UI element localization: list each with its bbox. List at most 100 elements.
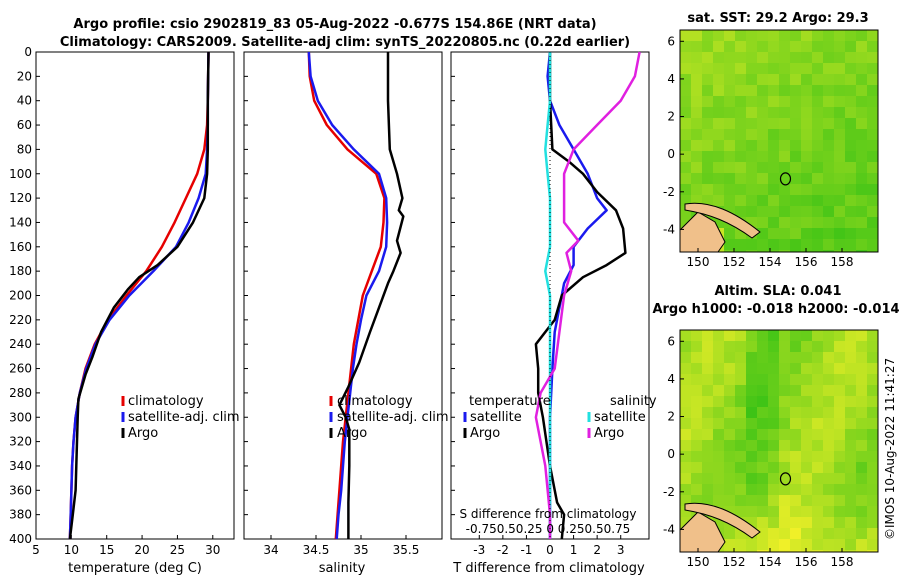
map-cell <box>823 528 834 539</box>
map-cell <box>856 206 867 217</box>
map-cell <box>680 451 691 462</box>
map-cell <box>823 539 834 550</box>
y-tick-label: 4 <box>667 372 675 386</box>
map-cell <box>713 63 724 74</box>
map-cell <box>856 462 867 473</box>
map-cell <box>713 341 724 352</box>
y-tick-label: 0 <box>667 447 675 461</box>
map-cell <box>713 195 724 206</box>
map-cell <box>790 250 801 252</box>
map-cell <box>790 41 801 52</box>
legend-s-argo: Argo <box>594 426 624 441</box>
y-tick-label: 80 <box>17 142 32 156</box>
y-tick-label: 0 <box>24 45 32 59</box>
map-cell <box>867 451 878 462</box>
map-cell <box>823 30 834 41</box>
map-cell <box>724 473 735 484</box>
map-cell <box>779 195 790 206</box>
sla-map-title-line2: Argo h1000: -0.018 h2000: -0.014 <box>652 302 899 317</box>
sla-map: 150 152 154 156 158 6 4 2 0 -2 -4 <box>663 329 879 569</box>
map-cell <box>724 539 735 550</box>
map-cell <box>768 528 779 539</box>
map-cell <box>779 517 790 528</box>
map-cell <box>724 418 735 429</box>
map-cell <box>713 151 724 162</box>
map-cell <box>691 173 702 184</box>
map-cell <box>724 151 735 162</box>
map-cell <box>735 330 746 341</box>
map-cell <box>691 407 702 418</box>
map-cell <box>757 451 768 462</box>
map-cell <box>779 451 790 462</box>
map-cell <box>823 429 834 440</box>
map-cell <box>823 206 834 217</box>
map-cell <box>735 418 746 429</box>
x-tick-label: 154 <box>759 255 782 269</box>
x-tick-label: 152 <box>723 555 746 569</box>
map-cell <box>845 396 856 407</box>
map-cell <box>713 484 724 495</box>
map-cell <box>801 206 812 217</box>
y-tick-label: 280 <box>9 386 32 400</box>
map-cell <box>801 151 812 162</box>
map-cell <box>768 239 779 250</box>
map-cell <box>702 407 713 418</box>
map-cell <box>801 118 812 129</box>
map-cell <box>812 228 823 239</box>
map-cell <box>856 30 867 41</box>
map-cell <box>834 239 845 250</box>
map-cell <box>779 250 790 252</box>
series-s-satellite <box>544 52 552 539</box>
map-cell <box>812 385 823 396</box>
map-cell <box>812 352 823 363</box>
map-cell <box>801 217 812 228</box>
map-cell <box>856 407 867 418</box>
map-cell <box>790 550 801 552</box>
map-cell <box>757 374 768 385</box>
map-cell <box>746 206 757 217</box>
map-cell <box>713 429 724 440</box>
map-cell <box>845 429 856 440</box>
map-cell <box>823 374 834 385</box>
map-cell <box>790 396 801 407</box>
map-cell <box>680 63 691 74</box>
map-cell <box>713 352 724 363</box>
y-tick-label: -2 <box>663 185 675 199</box>
map-cell <box>768 462 779 473</box>
map-cell <box>702 374 713 385</box>
map-cell <box>691 30 702 41</box>
map-cell <box>768 85 779 96</box>
map-cell <box>856 363 867 374</box>
map-cell <box>856 85 867 96</box>
map-cell <box>735 63 746 74</box>
map-cell <box>812 550 823 552</box>
map-cell <box>724 30 735 41</box>
map-cell <box>812 162 823 173</box>
x-tick-label: 158 <box>831 255 854 269</box>
map-cell <box>834 330 845 341</box>
map-cell <box>768 506 779 517</box>
x-tick-label: -1 <box>520 543 532 557</box>
map-cell <box>768 162 779 173</box>
map-cell <box>757 385 768 396</box>
map-cell <box>812 462 823 473</box>
map-cell <box>812 30 823 41</box>
map-cell <box>680 396 691 407</box>
map-cell <box>812 539 823 550</box>
map-cell <box>867 473 878 484</box>
map-cell <box>691 129 702 140</box>
legend-t-argo: Argo <box>470 426 500 441</box>
map-cell <box>713 407 724 418</box>
map-cell <box>845 517 856 528</box>
y-tick-label: 380 <box>9 508 32 522</box>
map-cell <box>746 151 757 162</box>
map-cell <box>746 539 757 550</box>
figure-title-line2: Climatology: CARS2009. Satellite-adj cli… <box>60 35 630 50</box>
map-cell <box>823 440 834 451</box>
map-cell <box>812 429 823 440</box>
map-cell <box>790 484 801 495</box>
map-cell <box>757 228 768 239</box>
map-cell <box>845 41 856 52</box>
map-cell <box>702 484 713 495</box>
map-cell <box>735 539 746 550</box>
